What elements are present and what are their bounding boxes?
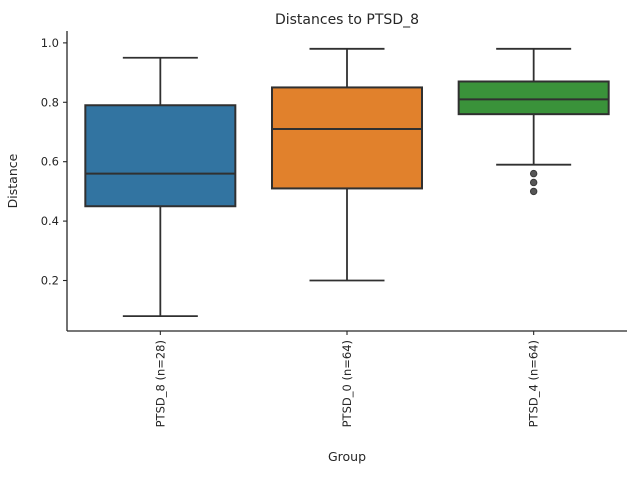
y-tick-label: 1.0 xyxy=(41,36,59,50)
box-ptsd_4 xyxy=(457,80,610,116)
y-tick-label: 0.8 xyxy=(41,95,59,109)
y-tick-label: 0.2 xyxy=(41,274,59,288)
outlier-point xyxy=(529,178,538,187)
plot-area: 0.2 0.4 0.6 0.8 1.0 PTSD_8 (n=28) PTSD_0 (n=64… xyxy=(41,31,627,427)
y-axis-label: Distance xyxy=(5,153,20,208)
box-ptsd_0 xyxy=(271,86,423,190)
box-ptsd_8 xyxy=(84,104,237,208)
outlier-point xyxy=(529,187,538,196)
x-tick-label: PTSD_4 (n=64) xyxy=(527,340,541,427)
x-tick-label: PTSD_8 (n=28) xyxy=(153,340,167,427)
y-tick-label: 0.6 xyxy=(41,155,59,169)
x-axis-label: Group xyxy=(328,449,366,464)
x-tick-label: PTSD_0 (n=64) xyxy=(340,340,354,427)
y-tick-label: 0.4 xyxy=(41,214,59,228)
outlier-point xyxy=(529,169,538,178)
chart-title: Distances to PTSD_8 xyxy=(275,12,419,28)
